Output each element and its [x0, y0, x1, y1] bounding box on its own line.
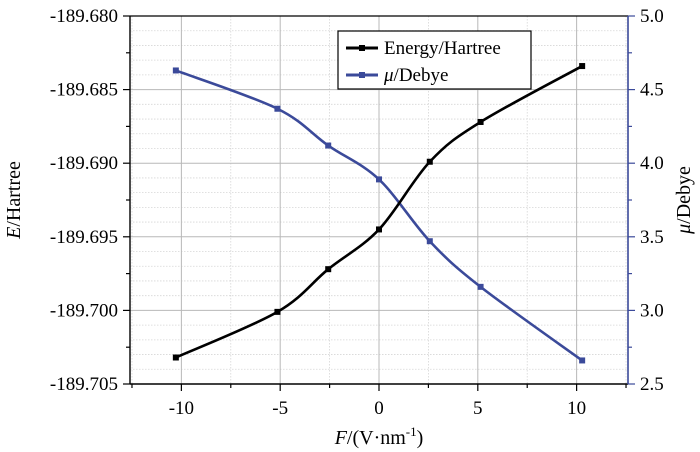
y-right-axis-title: μ/Debye: [673, 166, 695, 235]
data-point: [426, 158, 433, 165]
y-left-tick-label: -189.680: [50, 6, 118, 27]
data-point: [376, 176, 382, 183]
y-right-tick-label: 2.5: [640, 374, 664, 395]
x-axis-title: F/(V·nm-1): [334, 424, 424, 449]
legend-marker: [359, 72, 365, 78]
series-dipole: [172, 67, 586, 364]
data-point: [579, 63, 586, 70]
data-point: [274, 308, 281, 315]
data-point: [172, 67, 179, 74]
x-tick-label: -10: [169, 398, 194, 419]
y-axis-right-ticks: 2.5 3.0 3.5 4.0 4.5 5.0: [628, 6, 664, 395]
y-left-tick-label: -189.695: [50, 227, 118, 248]
legend-entry-energy: Energy/Hartree: [346, 38, 501, 59]
x-tick-label: 5: [473, 398, 483, 419]
legend: Energy/Hartree μ/Debye: [337, 30, 532, 90]
y-right-tick-label: 3.0: [640, 300, 664, 321]
y-right-tick-label: 3.5: [640, 227, 664, 248]
x-tick-label: 10: [567, 398, 586, 419]
y-left-tick-label: -189.690: [50, 153, 118, 174]
legend-label: Energy/Hartree: [384, 38, 501, 59]
data-point: [172, 354, 179, 361]
y-left-tick-label: -189.685: [50, 80, 118, 101]
legend-label: μ/Debye: [383, 65, 448, 86]
x-axis-ticks: -10 -5 0 5 10: [131, 384, 627, 419]
legend-marker: [359, 45, 365, 51]
legend-entry-dipole: μ/Debye: [346, 65, 448, 86]
data-point: [477, 118, 484, 125]
y-right-tick-label: 4.0: [640, 153, 664, 174]
data-point: [426, 238, 433, 245]
data-point: [579, 357, 586, 364]
data-point: [477, 283, 484, 290]
y-left-tick-label: -189.705: [50, 374, 118, 395]
x-tick-label: -5: [272, 398, 288, 419]
data-point: [325, 142, 332, 149]
x-tick-label: 0: [374, 398, 384, 419]
series-energy: [172, 63, 586, 361]
legend-box: [337, 30, 532, 90]
data-point: [325, 266, 332, 273]
y-left-axis-title: E/Hartree: [3, 161, 25, 240]
y-axis-left-ticks: -189.705 -189.700 -189.695 -189.690 -189.685…: [50, 6, 130, 395]
data-point: [274, 105, 281, 112]
y-right-tick-label: 5.0: [640, 6, 664, 27]
data-point: [376, 226, 382, 233]
y-left-tick-label: -189.700: [50, 300, 118, 321]
y-right-tick-label: 4.5: [640, 80, 664, 101]
